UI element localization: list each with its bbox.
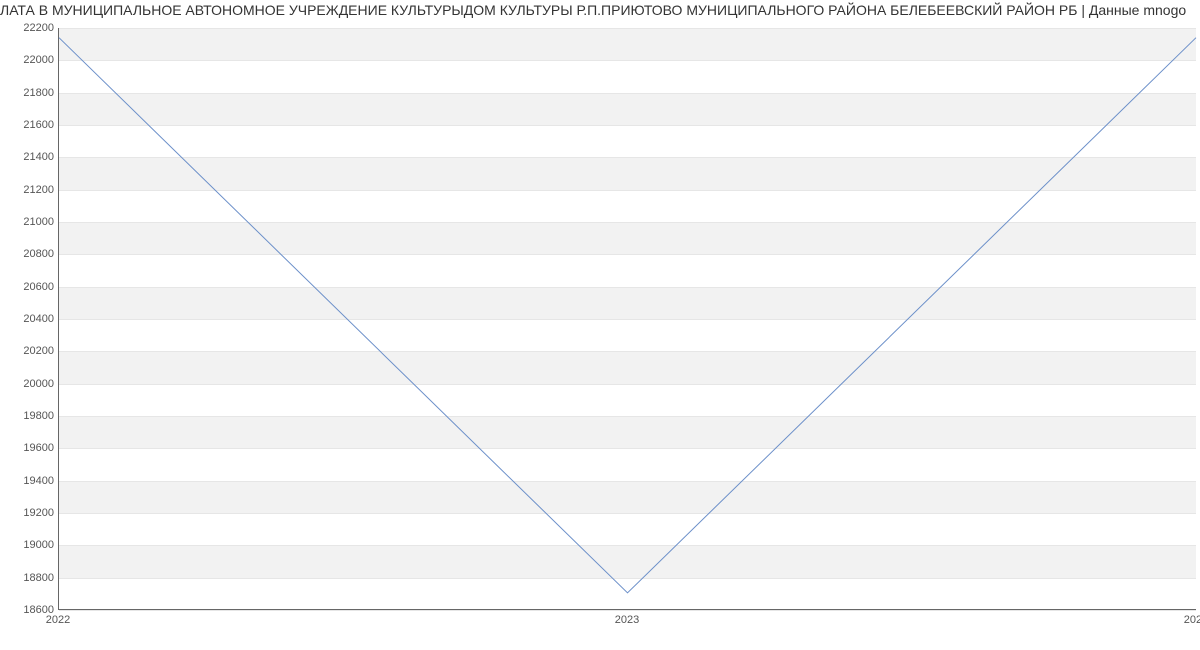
y-axis-label: 20600: [4, 281, 54, 293]
y-axis-label: 20000: [4, 378, 54, 390]
y-axis-label: 21800: [4, 87, 54, 99]
y-axis-label: 21000: [4, 216, 54, 228]
y-axis-label: 19400: [4, 475, 54, 487]
chart-container: ЛАТА В МУНИЦИПАЛЬНОЕ АВТОНОМНОЕ УЧРЕЖДЕН…: [0, 0, 1200, 650]
series-line: [59, 38, 1196, 593]
x-axis-label: 2022: [46, 614, 70, 626]
y-axis-label: 20400: [4, 313, 54, 325]
y-axis-label: 19000: [4, 539, 54, 551]
y-axis-label: 22000: [4, 54, 54, 66]
plot-area: [58, 28, 1196, 610]
gridline: [59, 610, 1196, 611]
line-series-svg: [59, 28, 1196, 609]
y-axis-label: 21600: [4, 119, 54, 131]
y-axis-label: 22200: [4, 22, 54, 34]
y-axis-label: 21200: [4, 184, 54, 196]
x-axis-label: 2023: [615, 614, 639, 626]
y-axis-label: 19200: [4, 507, 54, 519]
x-axis-label: 2024: [1184, 614, 1200, 626]
y-axis-label: 19600: [4, 442, 54, 454]
y-axis-label: 19800: [4, 410, 54, 422]
y-axis-label: 20200: [4, 345, 54, 357]
chart-title: ЛАТА В МУНИЦИПАЛЬНОЕ АВТОНОМНОЕ УЧРЕЖДЕН…: [0, 2, 1200, 18]
y-axis-label: 18800: [4, 572, 54, 584]
y-axis-label: 20800: [4, 248, 54, 260]
y-axis-label: 21400: [4, 151, 54, 163]
